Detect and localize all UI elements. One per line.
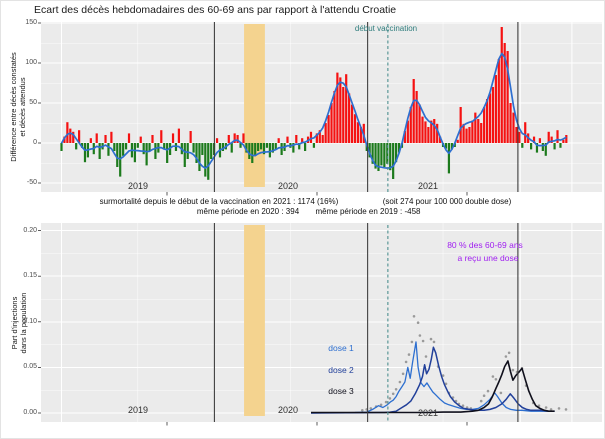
top-ytick-50: 50: [29, 99, 37, 106]
milestone-label-line2: a reçu une dose: [457, 253, 519, 263]
top-ytick-150: 150: [25, 19, 37, 26]
top-ytick-m50: -50: [26, 179, 37, 186]
legend-dose-2: dose 2: [328, 365, 354, 375]
bot-ytick-010: 0.10: [23, 318, 37, 325]
bot-year-2020: 2020: [277, 405, 299, 415]
top-year-2019: 2019: [127, 181, 149, 191]
top-ytick-100: 100: [25, 59, 37, 66]
bot-ytick-020: 0.20: [23, 227, 37, 234]
weekly-excess-deaths-chart: [38, 22, 602, 196]
milestone-label-line1: 80 % des 60-69 ans: [447, 240, 523, 250]
lockdown-band: [244, 225, 265, 416]
dose-2-line: [310, 346, 555, 414]
chart-title: Ecart des décès hebdomadaires des 60-69 …: [34, 4, 397, 16]
dose-3-line: [311, 360, 555, 414]
lockdown-band: [244, 24, 265, 187]
legend-dose-1: dose 1: [328, 343, 354, 353]
injections-share-chart: [38, 223, 602, 426]
same-period-2020-note: même période en 2020 : 394: [196, 207, 300, 216]
double-dose-note: (soit 274 pour 100 000 double dose): [382, 197, 512, 206]
bot-ytick-005: 0.05: [23, 363, 37, 370]
top-year-2020: 2020: [277, 181, 299, 191]
top-y-axis-label-line2: et décès attendus: [17, 77, 27, 137]
bot-ytick-000: 0.00: [23, 409, 37, 416]
bot-ytick-015: 0.15: [23, 272, 37, 279]
vaccination-start-label: début vaccination: [354, 24, 418, 33]
surmortality-note: surmortalité depuis le début de la vacci…: [99, 197, 339, 206]
weekly-total-dots: [361, 315, 568, 412]
top-y-axis-label: Différence entre décès constatés et décè…: [9, 22, 30, 192]
top-ytick-0: 0: [33, 139, 37, 146]
same-period-2019-note: même période en 2019 : -458: [315, 207, 421, 216]
dose-1-line: [310, 341, 555, 414]
top-year-2021: 2021: [417, 181, 439, 191]
legend-dose-3: dose 3: [328, 386, 354, 396]
smoothed-excess-line: [60, 52, 567, 169]
bot-year-2019: 2019: [127, 405, 149, 415]
bot-year-2021: 2021: [417, 408, 439, 418]
